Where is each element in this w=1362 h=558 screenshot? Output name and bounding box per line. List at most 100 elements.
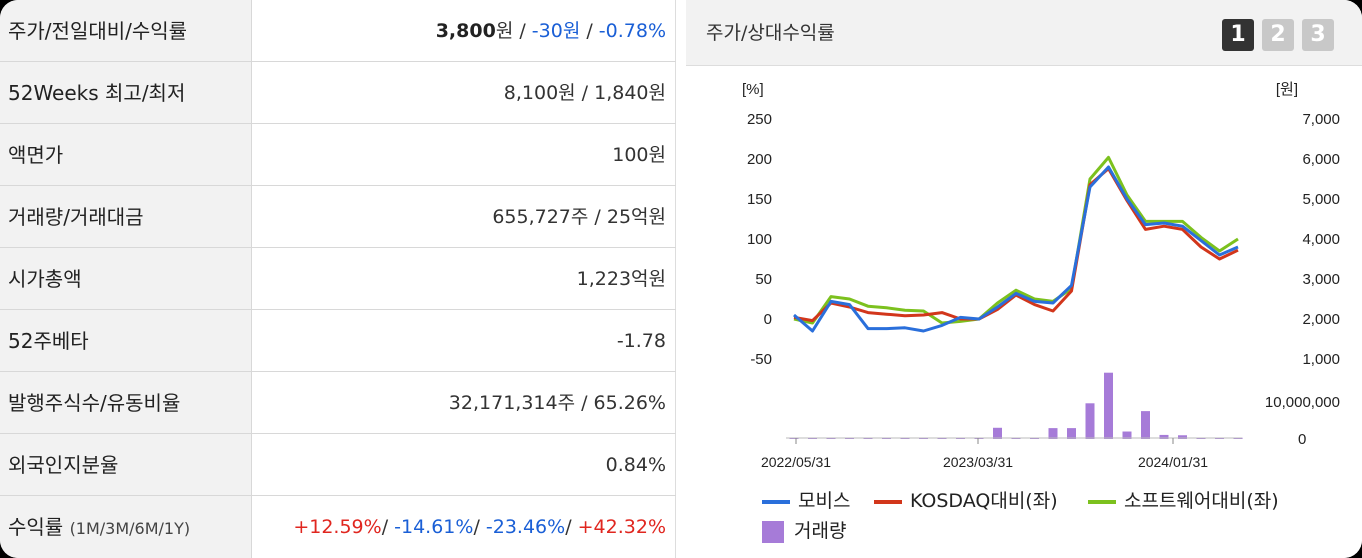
left-axis: 250 200 150 100 50 0 -50 (747, 111, 772, 368)
row-shares: 발행주식수/유동비율 32,171,314주 / 65.26% (0, 372, 676, 434)
volume-bars (789, 372, 1243, 439)
volume-bar (1085, 403, 1095, 439)
label-beta: 52주베타 (0, 310, 252, 371)
row-returns: 수익률 (1M/3M/6M/1Y) +12.59%/ -14.61%/ -23.… (0, 496, 676, 558)
left-tick-label: 0 (764, 311, 772, 328)
label-volume: 거래량/거래대금 (0, 186, 252, 247)
left-tick-label: 50 (755, 271, 772, 288)
return-6m: -23.46% (479, 516, 566, 538)
left-unit-label: [%] (742, 81, 764, 98)
price-rate: -0.78% (598, 20, 666, 42)
stock-chart: [%] [원] 250 200 150 100 50 0 -50 7,000 6,000 5,0… (742, 81, 1340, 470)
price-value: 3,800 (435, 20, 496, 42)
right-tick-label: 7,000 (1302, 111, 1340, 128)
label-returns-sub: (1M/3M/6M/1Y) (69, 519, 191, 538)
volume-bar (1048, 428, 1058, 439)
row-volume: 거래량/거래대금 655,727주 / 25억원 (0, 186, 676, 248)
value-volume: 655,727주 / 25억원 (492, 206, 666, 228)
row-52weeks: 52Weeks 최고/최저 8,100원 / 1,840원 (0, 62, 676, 124)
value-market-cap: 1,223억원 (576, 268, 666, 290)
left-tick-label: -50 (750, 351, 772, 368)
label-returns: 수익률 (1M/3M/6M/1Y) (0, 496, 252, 558)
return-sep: / (473, 516, 480, 538)
legend-mobis[interactable]: 모비스 (762, 487, 850, 515)
x-axis: 2022/05/31 2023/03/31 2024/01/31 (761, 438, 1208, 470)
right-tick-label: 2,000 (1302, 311, 1340, 328)
value-price: 3,800원 / -30원 / -0.78% (252, 0, 676, 61)
right-unit-label: [원] (1276, 81, 1298, 98)
return-1y: +42.32% (571, 516, 666, 538)
legend-kosdaq-label: KOSDAQ대비(좌) (910, 490, 1058, 512)
legend-volume[interactable]: 거래량 (762, 517, 846, 545)
return-3m: -14.61% (388, 516, 474, 538)
price-change: -30원 (531, 20, 581, 42)
left-tick-label: 150 (747, 191, 772, 208)
series-software-line (793, 155, 1239, 325)
series-lines (793, 155, 1239, 333)
price-sep1: / (513, 20, 532, 42)
right-axis: 7,000 6,000 5,000 4,000 3,000 2,000 1,000 (1302, 111, 1340, 368)
row-beta: 52주베타 -1.78 (0, 310, 676, 372)
legend-kosdaq[interactable]: KOSDAQ대비(좌) (874, 487, 1058, 515)
volume-tick-label: 10,000,000 (1265, 394, 1340, 411)
legend-mobis-swatch (762, 499, 790, 504)
right-tick-label: 3,000 (1302, 271, 1340, 288)
page-button-2[interactable]: 2 (1262, 19, 1294, 51)
row-par-value: 액면가 100원 (0, 124, 676, 186)
series-mobis-line (793, 165, 1239, 333)
left-tick-label: 250 (747, 111, 772, 128)
volume-bar (1067, 428, 1076, 439)
row-price: 주가/전일대비/수익률 3,800원 / -30원 / -0.78% (0, 0, 676, 62)
legend-software-swatch (1088, 499, 1116, 504)
legend-software-label: 소프트웨어대비(좌) (1124, 490, 1279, 512)
volume-bar (1178, 435, 1187, 439)
row-market-cap: 시가총액 1,223억원 (0, 248, 676, 310)
chart-panel: 주가/상대수익률 1 2 3 [%] [원] 250 200 150 100 50 0 -5… (686, 0, 1362, 558)
label-market-cap: 시가총액 (0, 248, 252, 309)
value-52weeks: 8,100원 / 1,840원 (503, 82, 666, 104)
stock-info-table: 주가/전일대비/수익률 3,800원 / -30원 / -0.78% 52Wee… (0, 0, 676, 558)
label-returns-main: 수익률 (8, 515, 64, 539)
x-tick-label: 2023/03/31 (943, 454, 1013, 470)
volume-bar (1104, 372, 1113, 439)
right-tick-label: 5,000 (1302, 191, 1340, 208)
right-tick-label: 6,000 (1302, 151, 1340, 168)
volume-bar (1122, 431, 1132, 439)
left-tick-label: 100 (747, 231, 772, 248)
label-price: 주가/전일대비/수익률 (0, 0, 252, 61)
label-foreign: 외국인지분율 (0, 434, 252, 495)
legend-mobis-label: 모비스 (798, 490, 851, 512)
series-kosdaq-line (793, 167, 1239, 323)
legend-software[interactable]: 소프트웨어대비(좌) (1088, 487, 1279, 515)
value-par-value: 100원 (612, 144, 666, 166)
label-par-value: 액면가 (0, 124, 252, 185)
right-tick-label: 1,000 (1302, 351, 1340, 368)
x-tick-label: 2022/05/31 (761, 454, 831, 470)
value-beta: -1.78 (616, 330, 666, 352)
legend-kosdaq-swatch (874, 499, 902, 504)
page-button-1[interactable]: 1 (1222, 19, 1254, 51)
volume-axis: 10,000,000 0 (1265, 394, 1340, 448)
left-tick-label: 200 (747, 151, 772, 168)
chart-header: 주가/상대수익률 1 2 3 (686, 0, 1362, 66)
price-unit: 원 (495, 20, 514, 42)
legend-volume-label: 거래량 (794, 520, 847, 542)
return-sep: / (381, 516, 389, 538)
value-shares: 32,171,314주 / 65.26% (448, 392, 666, 414)
volume-bar (1141, 411, 1150, 439)
return-1m: +12.59% (293, 516, 382, 538)
legend-volume-swatch (762, 520, 784, 543)
x-tick-label: 2024/01/31 (1138, 454, 1208, 470)
value-foreign: 0.84% (605, 454, 666, 476)
right-tick-label: 4,000 (1302, 231, 1340, 248)
volume-tick-label: 0 (1298, 431, 1306, 448)
value-returns: +12.59%/ -14.61%/ -23.46%/ +42.32% (252, 496, 676, 558)
chart-title: 주가/상대수익률 (706, 22, 835, 44)
page-button-3[interactable]: 3 (1302, 19, 1334, 51)
price-sep2: / (580, 20, 599, 42)
label-52weeks: 52Weeks 최고/최저 (0, 62, 252, 123)
volume-bar (1159, 434, 1169, 439)
label-shares: 발행주식수/유동비율 (0, 372, 252, 433)
row-foreign: 외국인지분율 0.84% (0, 434, 676, 496)
volume-bar (993, 427, 1002, 439)
